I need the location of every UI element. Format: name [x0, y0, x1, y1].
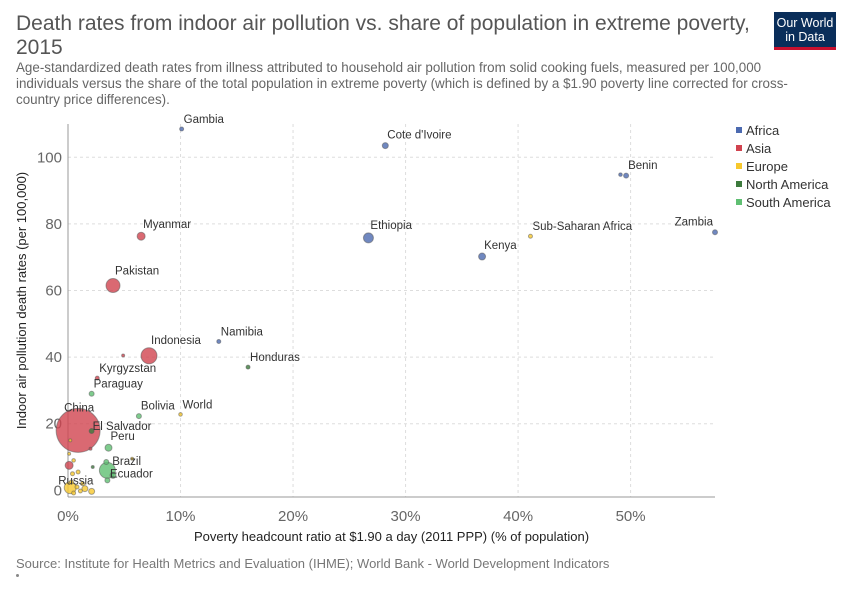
- data-point: [135, 413, 142, 420]
- point-label: Sub-Saharan Africa: [532, 221, 632, 233]
- data-point: [103, 459, 110, 466]
- x-tick-label: 40%: [503, 508, 533, 525]
- y-tick-label: 80: [45, 216, 62, 233]
- point-label: Brazil: [112, 456, 141, 468]
- data-point: [104, 443, 113, 452]
- x-tick-label: 0%: [57, 508, 79, 525]
- legend-label: South America: [746, 195, 831, 210]
- data-point: [90, 465, 95, 470]
- data-point: [88, 446, 93, 451]
- data-point: [178, 412, 183, 417]
- chart-subtitle: Age-standardized death rates from illnes…: [16, 60, 788, 107]
- legend-label: Asia: [746, 141, 772, 156]
- legend-swatch: [736, 181, 742, 187]
- data-point: [130, 456, 135, 461]
- logo-line-1: Our World: [776, 16, 834, 30]
- data-point: [478, 252, 487, 261]
- point-label: Pakistan: [115, 266, 159, 278]
- data-point: [88, 428, 95, 435]
- data-point: [104, 477, 111, 484]
- data-point: [68, 438, 73, 443]
- data-point: [216, 338, 222, 344]
- point-label: Cote d'Ivoire: [387, 130, 451, 142]
- logo-line-2: in Data: [785, 30, 825, 44]
- footer-dot: [16, 574, 19, 577]
- point-label: Indonesia: [151, 335, 201, 347]
- data-point: [105, 278, 121, 294]
- data-point: [80, 481, 86, 487]
- y-tick-label: 100: [37, 149, 62, 166]
- data-point: [75, 469, 81, 475]
- data-point: [179, 126, 185, 132]
- owid-logo[interactable]: Our World in Data: [774, 12, 836, 50]
- chart-title: Death rates from indoor air pollution vs…: [16, 12, 750, 59]
- point-label: Ethiopia: [370, 220, 412, 232]
- point-label: Paraguay: [94, 378, 143, 390]
- data-point: [121, 353, 126, 358]
- point-label: Myanmar: [143, 219, 191, 231]
- data-point: [71, 490, 77, 496]
- x-tick-label: 10%: [166, 508, 196, 525]
- x-tick-label: 20%: [278, 508, 308, 525]
- point-label: Russia: [58, 476, 94, 488]
- data-point: [623, 172, 630, 179]
- data-point: [88, 487, 96, 495]
- point-label: China: [64, 402, 95, 414]
- point-label: World: [183, 400, 213, 412]
- data-point: [55, 407, 101, 453]
- point-label: Peru: [111, 431, 135, 443]
- legend-label: Africa: [746, 123, 780, 138]
- legend-label: North America: [746, 177, 829, 192]
- data-point: [527, 233, 533, 239]
- data-point: [74, 484, 80, 490]
- point-label: Honduras: [250, 352, 300, 364]
- data-point: [88, 390, 95, 397]
- data-point: [245, 364, 251, 370]
- y-axis-title: Indoor air pollution death rates (per 10…: [14, 172, 29, 429]
- data-point: [77, 488, 83, 494]
- point-label: Ecuador: [110, 468, 153, 480]
- data-point: [67, 451, 72, 456]
- data-point: [68, 479, 74, 485]
- point-label: Kenya: [484, 240, 517, 252]
- x-axis-title: Poverty headcount ratio at $1.90 a day (…: [194, 529, 589, 544]
- x-tick-label: 30%: [391, 508, 421, 525]
- legend-swatch: [736, 163, 742, 169]
- point-label: Kyrgyzstan: [99, 363, 156, 375]
- data-point: [94, 375, 100, 381]
- data-point: [381, 142, 389, 150]
- x-tick-label: 50%: [616, 508, 646, 525]
- point-label: Zambia: [675, 217, 714, 229]
- y-tick-label: 60: [45, 283, 62, 300]
- data-point: [618, 172, 623, 177]
- data-point: [71, 458, 76, 463]
- data-point: [70, 471, 76, 477]
- y-tick-label: 40: [45, 349, 62, 366]
- point-label: Benin: [628, 160, 657, 172]
- data-point: [712, 229, 718, 236]
- legend-swatch: [736, 145, 742, 151]
- data-point: [109, 471, 117, 479]
- y-tick-label: 0: [54, 482, 62, 499]
- legend-label: Europe: [746, 159, 788, 174]
- point-label: El Salvador: [93, 421, 152, 433]
- data-point: [136, 231, 146, 241]
- data-point: [64, 460, 74, 470]
- legend-swatch: [736, 127, 742, 133]
- data-point: [81, 485, 89, 493]
- point-label: Namibia: [221, 326, 264, 338]
- point-label: Gambia: [184, 114, 225, 126]
- source-note: Source: Institute for Health Metrics and…: [16, 556, 610, 571]
- legend-swatch: [736, 199, 742, 205]
- data-point: [362, 232, 374, 244]
- point-label: Bolivia: [141, 401, 175, 413]
- data-point: [140, 347, 158, 365]
